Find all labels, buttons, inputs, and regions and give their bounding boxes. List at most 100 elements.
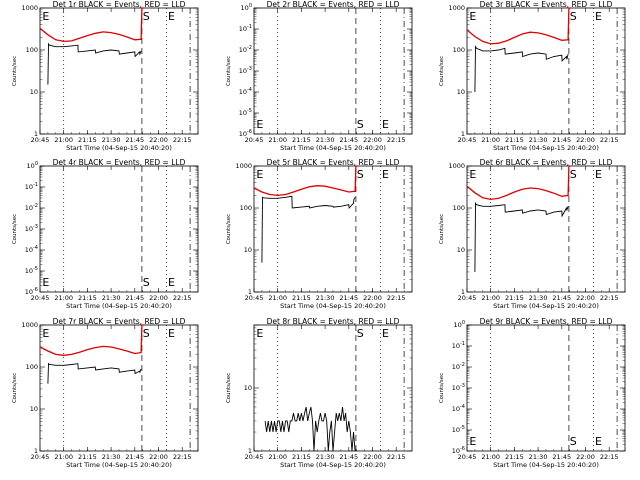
y-tick-label: 1000 (235, 162, 252, 170)
y-tick-label: 1 (34, 447, 38, 455)
event-marker-S: S (357, 168, 364, 181)
y-tick-label: 100 (453, 204, 465, 212)
plot-frame (253, 165, 413, 293)
event-marker-E: E (42, 10, 49, 23)
x-tick-label: 21:00 (54, 453, 73, 461)
x-tick-label: 21:45 (125, 294, 144, 302)
x-axis-label: Start Time (04-Sep-15 20:40:20) (280, 461, 386, 469)
x-tick-label: 21:45 (339, 294, 358, 302)
chart-title: Det 8r BLACK = Events, RED = LLD (267, 317, 400, 326)
y-tick-label: 1000 (21, 321, 38, 329)
event-marker-E: E (469, 168, 476, 181)
event-marker-E: E (256, 327, 263, 340)
y-tick-label: 100 (241, 3, 252, 12)
y-tick-label: 100 (26, 46, 38, 54)
event-marker-E: E (256, 168, 263, 181)
x-tick-label: 21:00 (54, 294, 73, 302)
x-tick-label: 20:45 (458, 294, 477, 302)
x-tick-label: 20:45 (458, 136, 477, 144)
chart-panel-7: Det 7r BLACK = Events, RED = LLD 20:45 21:… (12, 317, 199, 469)
y-tick-label: 10-3 (239, 66, 252, 75)
series-line-events-black (264, 406, 356, 452)
plot-frame (466, 165, 626, 293)
x-tick-label: 22:00 (149, 136, 168, 144)
x-tick-label: 21:00 (268, 136, 287, 144)
y-tick-label: 1000 (448, 4, 465, 12)
x-tick-label: 20:45 (245, 136, 264, 144)
event-marker-E: E (42, 276, 49, 289)
y-tick-label: 1000 (448, 162, 465, 170)
event-marker-E: E (469, 10, 476, 23)
y-tick-label: 10-3 (452, 383, 465, 392)
x-axis-label: Start Time (04-Sep-15 20:40:20) (66, 461, 172, 469)
y-tick-label: 10 (244, 246, 252, 254)
chart-title: Det 6r BLACK = Events, RED = LLD (480, 158, 613, 167)
y-axis-label: Counts/sec (226, 56, 232, 86)
x-tick-label: 22:15 (387, 453, 406, 461)
y-tick-label: 100 (26, 363, 38, 371)
x-tick-label: 20:45 (245, 294, 264, 302)
x-tick-label: 21:15 (292, 453, 311, 461)
x-tick-label: 21:30 (529, 136, 548, 144)
x-tick-label: 21:45 (552, 294, 571, 302)
y-tick-label: 10-1 (239, 24, 252, 33)
y-tick-label: 1 (248, 447, 252, 455)
event-marker-E: E (168, 10, 175, 23)
x-tick-label: 21:45 (552, 453, 571, 461)
series-line-lld-red (466, 165, 572, 201)
plot-frame (39, 7, 199, 135)
x-tick-label: 21:45 (125, 136, 144, 144)
plot-frame (466, 7, 626, 135)
event-marker-E: E (382, 118, 389, 131)
plot-frame (253, 324, 413, 452)
event-marker-E: E (595, 435, 602, 448)
y-axis-label: Counts/sec (12, 373, 18, 403)
x-axis-label: Start Time (04-Sep-15 20:40:20) (280, 302, 386, 310)
x-tick-label: 20:45 (31, 294, 50, 302)
event-marker-S: S (143, 10, 150, 23)
event-marker-E: E (382, 327, 389, 340)
y-axis-label: Counts/sec (439, 214, 445, 244)
y-tick-label: 10 (457, 88, 465, 96)
y-tick-label: 100 (240, 204, 252, 212)
series-line-events-black (47, 362, 142, 384)
x-axis-label: Start Time (04-Sep-15 20:40:20) (66, 144, 172, 152)
event-marker-E: E (382, 168, 389, 181)
x-tick-label: 22:00 (149, 294, 168, 302)
series-line-lld-red (39, 7, 145, 43)
chart-panel-6: Det 6r BLACK = Events, RED = LLD 20:45 21:… (439, 158, 626, 310)
y-tick-label: 10-5 (25, 266, 38, 275)
chart-panel-4: Det 4r BLACK = Events, RED = LLD 20:45 21:… (12, 158, 199, 310)
x-tick-label: 21:15 (292, 136, 311, 144)
chart-title: Det 9r BLACK = Events, RED = LLD (480, 317, 613, 326)
x-tick-label: 22:00 (576, 294, 595, 302)
x-tick-label: 21:30 (316, 136, 335, 144)
series-line-events-black (474, 201, 569, 273)
x-tick-label: 21:15 (505, 136, 524, 144)
x-tick-label: 21:00 (54, 136, 73, 144)
plot-frame (466, 324, 626, 452)
event-marker-E: E (42, 327, 49, 340)
x-tick-label: 22:00 (363, 453, 382, 461)
chart-title: Det 2r BLACK = Events, RED = LLD (267, 0, 400, 9)
x-tick-label: 22:00 (576, 453, 595, 461)
y-tick-label: 10-4 (239, 87, 252, 96)
event-marker-S: S (570, 10, 577, 23)
y-axis-label: Counts/sec (12, 56, 18, 86)
x-tick-label: 20:45 (458, 453, 477, 461)
y-tick-label: 100 (453, 46, 465, 54)
x-tick-label: 21:15 (292, 294, 311, 302)
x-tick-label: 20:45 (245, 453, 264, 461)
x-axis-label: Start Time (04-Sep-15 20:40:20) (280, 144, 386, 152)
x-tick-label: 22:15 (173, 453, 192, 461)
event-marker-E: E (168, 327, 175, 340)
event-marker-S: S (570, 168, 577, 181)
chart-panel-1: Det 1r BLACK = Events, RED = LLD 20:45 21:… (12, 0, 199, 152)
x-tick-label: 21:00 (481, 453, 500, 461)
chart-title: Det 5r BLACK = Events, RED = LLD (267, 158, 400, 167)
plot-frame (39, 324, 199, 452)
x-tick-label: 21:30 (316, 453, 335, 461)
y-tick-label: 10 (244, 384, 252, 392)
x-tick-label: 21:15 (78, 453, 97, 461)
